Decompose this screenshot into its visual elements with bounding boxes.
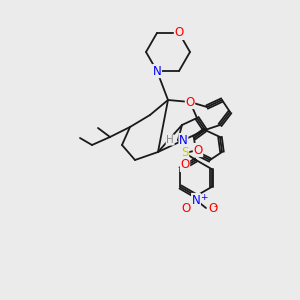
Text: O: O [174,26,184,39]
Text: N: N [192,194,200,206]
Text: +: + [200,193,208,202]
Text: -: - [213,201,217,211]
Text: O: O [182,202,190,214]
Text: O: O [208,202,217,214]
Text: H: H [166,135,174,145]
Text: O: O [185,95,195,109]
Text: O: O [194,143,202,157]
Text: N: N [153,64,161,78]
Text: O: O [180,158,190,172]
Text: S: S [181,146,189,160]
Text: N: N [179,134,188,146]
